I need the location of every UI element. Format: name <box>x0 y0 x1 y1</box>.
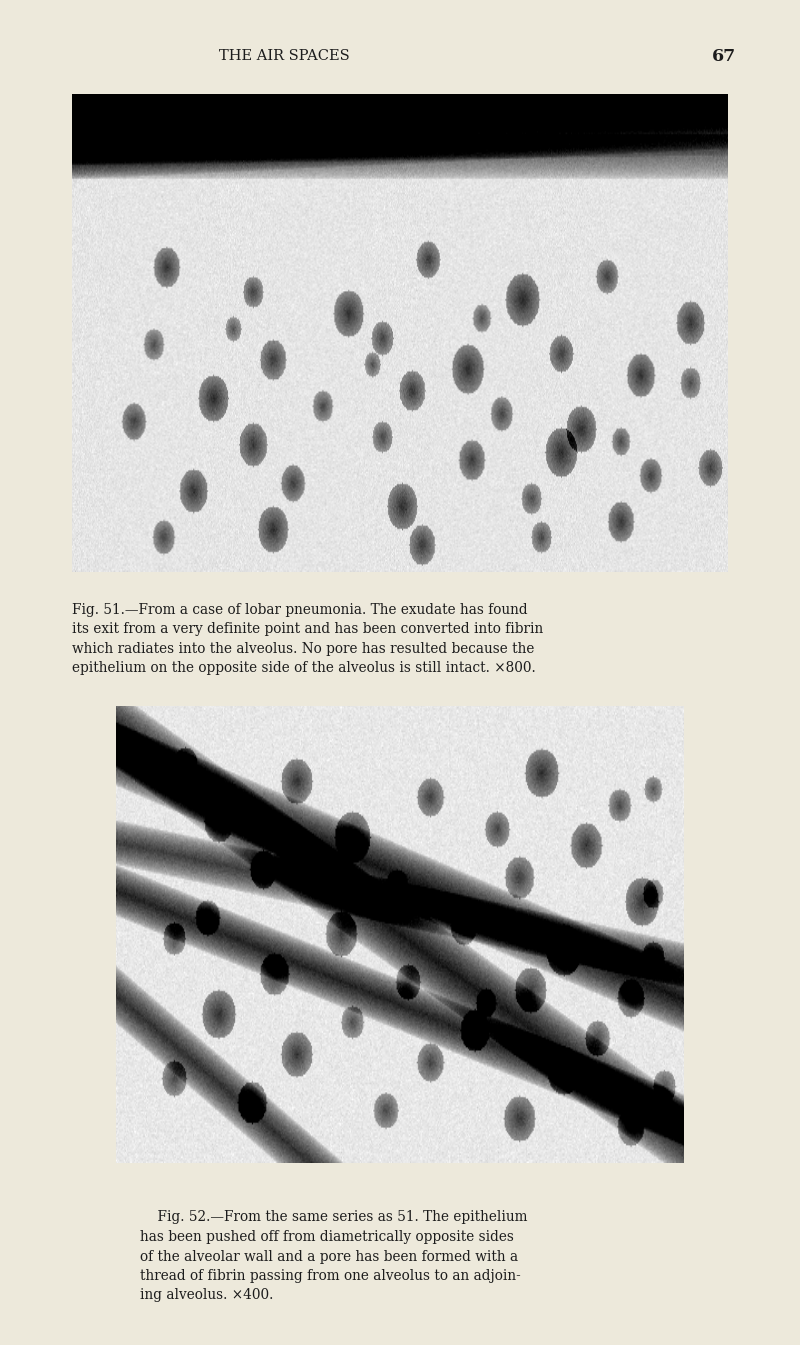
Text: THE AIR SPACES: THE AIR SPACES <box>218 50 350 63</box>
Text: Fig. 51.—From a case of lobar pneumonia. The exudate has found
its exit from a v: Fig. 51.—From a case of lobar pneumonia.… <box>72 603 543 675</box>
Text: 67: 67 <box>712 48 736 65</box>
Text: Fig. 52.—From the same series as 51. The epithelium
has been pushed off from dia: Fig. 52.—From the same series as 51. The… <box>140 1210 527 1302</box>
